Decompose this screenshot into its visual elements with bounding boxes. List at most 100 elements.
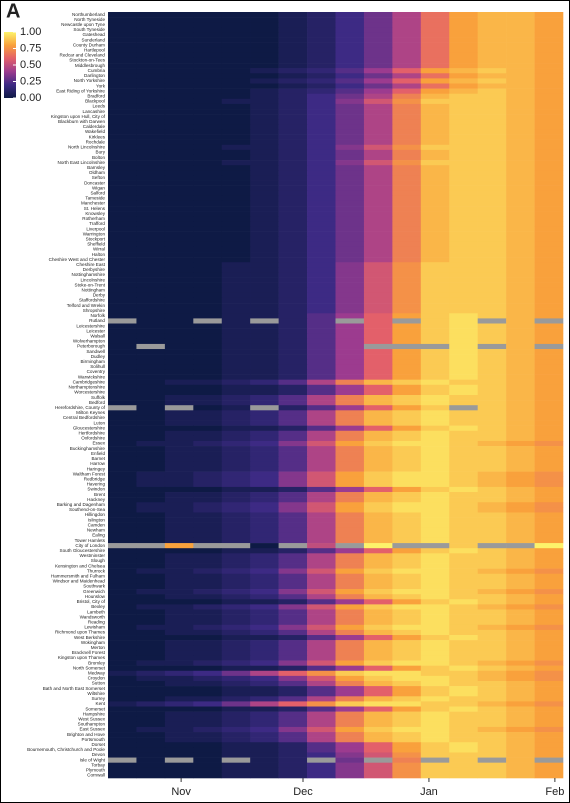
- cell: [363, 93, 393, 100]
- cell: [477, 272, 507, 278]
- cell: [221, 691, 251, 697]
- row-label: Portsmouth: [82, 737, 106, 742]
- cell: [278, 747, 308, 753]
- row-label: Dorset: [91, 742, 105, 747]
- cell: [250, 384, 279, 391]
- cell: [136, 476, 166, 483]
- cell: [307, 57, 336, 64]
- cell: [164, 47, 194, 54]
- cell: [307, 333, 336, 340]
- cell: [250, 236, 279, 243]
- cell: [449, 226, 478, 232]
- cell: [392, 379, 422, 386]
- cell: [363, 430, 393, 437]
- cell: [420, 63, 450, 69]
- cell: [477, 195, 507, 202]
- cell: [193, 63, 223, 69]
- cell: [420, 568, 450, 575]
- cell: [108, 124, 137, 130]
- cell: [449, 333, 478, 340]
- cell: [307, 374, 336, 380]
- row-label: Bristol, City of: [77, 599, 106, 604]
- cell: [534, 583, 564, 590]
- cell: [136, 440, 166, 447]
- cell: [506, 471, 535, 478]
- cell: [477, 277, 507, 283]
- cell: [164, 726, 194, 733]
- cell: [506, 32, 535, 38]
- cell: [506, 420, 535, 426]
- cell: [363, 451, 393, 457]
- cell: [534, 349, 564, 355]
- cell: [250, 349, 279, 355]
- cell: [307, 706, 336, 712]
- cell: [506, 262, 535, 268]
- row-label: West Sussex: [78, 716, 105, 721]
- cell: [307, 726, 336, 733]
- cell: [449, 532, 478, 539]
- cell: [250, 103, 279, 110]
- cell: [534, 98, 564, 105]
- cell: [420, 425, 450, 432]
- cell: [363, 200, 393, 207]
- cell: [164, 369, 194, 375]
- cell: [506, 568, 535, 575]
- cell: [335, 772, 365, 779]
- cell: [534, 665, 564, 672]
- cell: [335, 389, 365, 396]
- cell: [363, 405, 393, 411]
- cell: [278, 553, 308, 559]
- cell: [307, 73, 336, 79]
- cell: [534, 563, 564, 569]
- cell: [278, 323, 308, 329]
- cell: [250, 165, 279, 171]
- cell: [392, 277, 422, 283]
- cell: [477, 553, 507, 559]
- cell: [477, 129, 507, 135]
- cell: [477, 139, 507, 146]
- cell: [335, 83, 365, 89]
- cell: [307, 665, 336, 672]
- cell: [335, 645, 365, 651]
- na-cell: [392, 343, 422, 350]
- cell: [335, 691, 365, 697]
- cell: [250, 37, 279, 43]
- cell: [392, 93, 422, 100]
- cell: [506, 78, 535, 84]
- cell: [534, 629, 564, 636]
- cell: [506, 328, 535, 335]
- cell: [278, 420, 308, 426]
- cell: [221, 762, 251, 769]
- cell: [449, 650, 478, 656]
- cell: [164, 98, 194, 105]
- cell: [363, 114, 393, 120]
- cell: [136, 650, 166, 656]
- cell: [278, 144, 308, 151]
- cell: [363, 548, 393, 554]
- cell: [506, 747, 535, 753]
- row-label: Richmond upon Thames: [55, 630, 106, 635]
- cell: [477, 405, 507, 411]
- row-label: Northumberland: [72, 12, 105, 17]
- cell: [250, 313, 279, 319]
- cell: [392, 655, 422, 661]
- cell: [420, 481, 450, 488]
- cell: [534, 486, 564, 493]
- cell: [250, 170, 279, 176]
- cell: [363, 195, 393, 202]
- cell: [307, 17, 336, 23]
- cell: [363, 619, 393, 626]
- cell: [221, 583, 251, 590]
- cell: [108, 364, 137, 370]
- row-label: Hammersmith and Fulham: [51, 574, 105, 579]
- cell: [420, 696, 450, 702]
- cell: [392, 369, 422, 375]
- cell: [506, 195, 535, 202]
- cell: [363, 435, 393, 442]
- cell: [136, 42, 166, 49]
- cell: [164, 109, 194, 115]
- cell: [477, 241, 507, 248]
- cell: [449, 206, 478, 212]
- cell: [449, 267, 478, 273]
- cell: [335, 660, 365, 666]
